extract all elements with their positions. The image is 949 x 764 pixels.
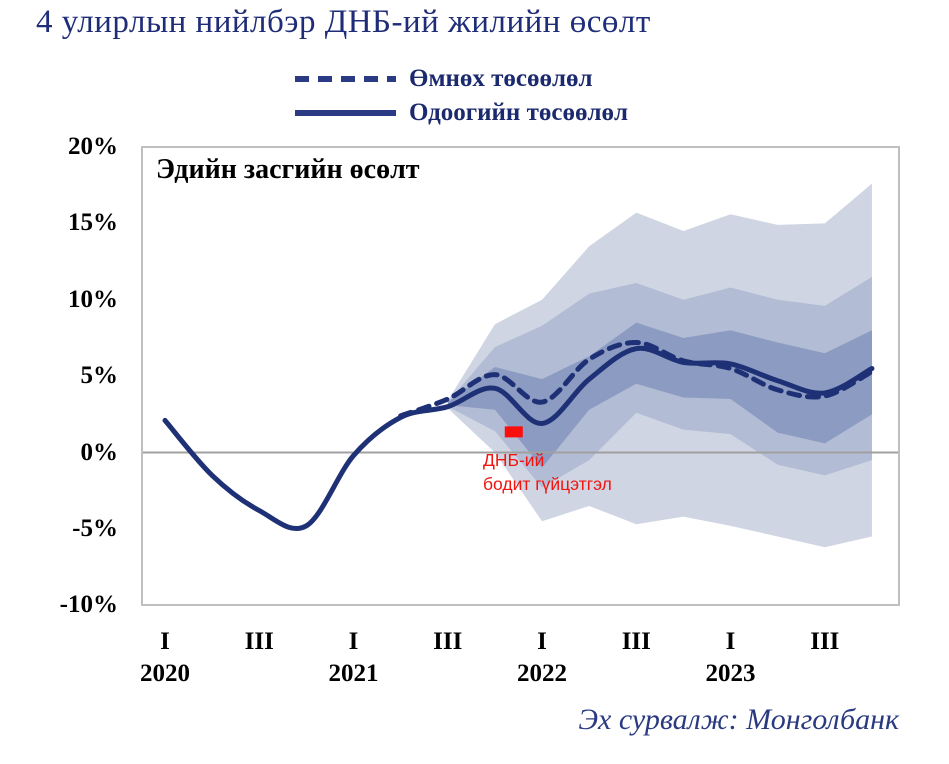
x-tick-label: III	[810, 628, 840, 655]
x-tick-label: III	[244, 628, 274, 655]
x-year-label: 2023	[705, 660, 756, 687]
y-tick-label: 10%	[68, 285, 118, 313]
legend-item-current-forecast: Одоогийн төсөөлөл	[293, 96, 628, 130]
current-forecast-line	[162, 345, 875, 531]
x-tick-label: III	[621, 628, 651, 655]
y-tick-label: 0%	[80, 438, 119, 466]
x-tick-label: I	[537, 628, 547, 655]
x-tick-label: I	[160, 628, 170, 655]
y-tick-label: 20%	[68, 133, 118, 160]
gdp-actual-annotation-line1: ДНБ-ий	[483, 450, 545, 470]
legend-item-previous-forecast: Өмнөх төсөөлөл	[293, 62, 628, 96]
x-year-label: 2022	[517, 660, 568, 687]
x-tick-label: I	[348, 628, 359, 655]
y-tick-label: 15%	[68, 209, 118, 237]
page-title: 4 улирлын нийлбэр ДНБ-ий жилийн өсөлт	[36, 4, 651, 40]
x-year-label: 2021	[328, 660, 379, 687]
x-year-label: 2020	[140, 660, 190, 687]
legend: Өмнөх төсөөлөл Одоогийн төсөөлөл	[293, 62, 628, 130]
y-tick-label: -10%	[59, 591, 118, 619]
gdp-actual-annotation-line2: бодит гүйцэтгэл	[483, 474, 612, 494]
gdp-actual-marker	[504, 426, 523, 438]
fan-band-inner	[447, 322, 872, 468]
plot-border	[141, 146, 900, 606]
legend-label-current: Одоогийн төсөөлөл	[409, 99, 629, 126]
y-tick-label: -5%	[72, 514, 118, 542]
x-tick-label: III	[433, 628, 463, 655]
source-note: Эх сурвалж: Монголбанк	[578, 703, 899, 736]
gdp-actual-annotation: ДНБ-ий бодит гүйцэтгэл	[483, 448, 612, 496]
previous-forecast-line	[398, 340, 875, 419]
y-tick-label: 5%	[80, 362, 119, 390]
x-tick-label: I	[725, 628, 736, 655]
dashed-line-sample-icon	[295, 76, 396, 82]
legend-label-previous: Өмнөх төсөөлөл	[409, 65, 593, 92]
solid-line-sample-icon	[295, 110, 396, 116]
chart-inner-title: Эдийн засгийн өсөлт	[156, 154, 420, 185]
